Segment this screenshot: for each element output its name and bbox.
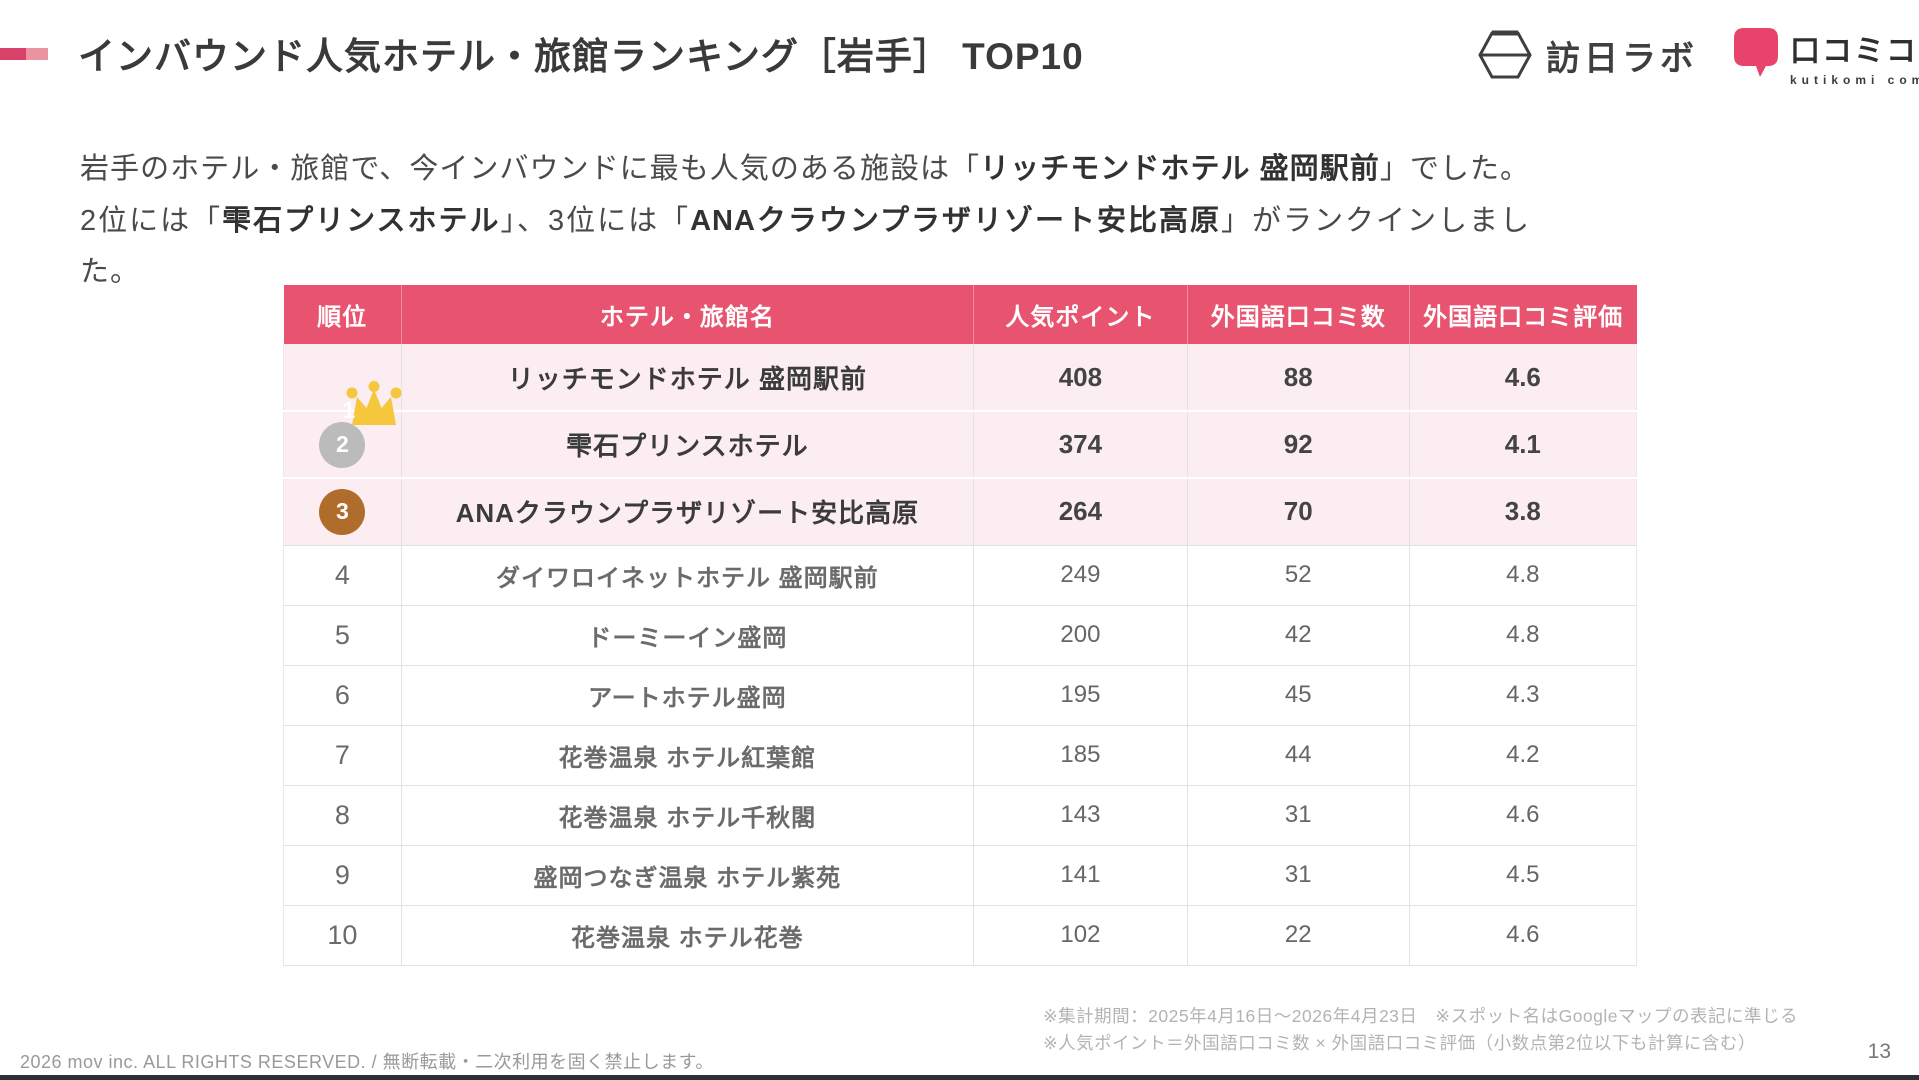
rank-number: 2 (335, 431, 349, 457)
title-dash-decoration (0, 48, 48, 60)
foreign-review-rating: 4.5 (1408, 845, 1638, 906)
summary-text: 」がランクインしました。 (80, 204, 1530, 289)
table-row: 1 リッチモンドホテル 盛岡駅前 408 88 4.6 (283, 344, 1638, 425)
footnotes: ※集計期間：2025年4月16日～2026年4月23日 ※スポット名はGoogl… (1043, 1003, 1798, 1057)
foreign-review-rating: 4.1 (1408, 411, 1638, 479)
header-popularity-points: 人気ポイント (973, 285, 1188, 344)
foreign-review-count: 31 (1186, 845, 1410, 906)
table-row: 5 ドーミーイン盛岡 200 42 4.8 (283, 605, 1638, 666)
foreign-review-rating: 4.6 (1408, 785, 1638, 846)
popularity-points: 249 (973, 545, 1188, 606)
header-rank: 順位 (283, 285, 402, 344)
kutikomi-logo-subtext: kutikomi com (1790, 73, 1919, 87)
hotel-name: ドーミーイン盛岡 (400, 605, 974, 666)
table-row: 8 花巻温泉 ホテル千秋閣 143 31 4.6 (283, 785, 1638, 846)
popularity-points: 143 (973, 785, 1188, 846)
popularity-points: 408 (973, 344, 1188, 412)
foreign-review-count: 22 (1186, 905, 1410, 966)
header-foreign-review-rating: 外国語口コミ評価 (1408, 285, 1637, 344)
page-title: インバウンド人気ホテル・旅館ランキング［岩手］ TOP10 (78, 36, 1084, 77)
popularity-points: 185 (973, 725, 1188, 786)
rank-cell: 1 (283, 344, 402, 425)
foreign-review-rating: 4.3 (1408, 665, 1638, 726)
houjitsu-lab-logo-text: 訪日ラボ (1546, 39, 1698, 78)
foreign-review-count: 45 (1186, 665, 1410, 726)
rank-number: 6 (283, 665, 402, 726)
foreign-review-rating: 4.2 (1408, 725, 1638, 786)
rank-number: 4 (283, 545, 402, 606)
foreign-review-count: 88 (1186, 344, 1410, 412)
rank-number: 3 (335, 498, 349, 525)
table-row: 2 雫石プリンスホテル 374 92 4.1 (283, 411, 1638, 479)
summary-paragraph: 岩手のホテル・旅館で、今インバウンドに最も人気のある施設は「リッチモンドホテル … (80, 144, 1530, 299)
hotel-name: ダイワロイネットホテル 盛岡駅前 (400, 545, 974, 606)
summary-bold-rank2: 雫石プリンスホテル (222, 204, 501, 237)
summary-text: 岩手のホテル・旅館で、今インバウンドに最も人気のある施設は「 (80, 153, 981, 185)
rank-number: 9 (283, 845, 402, 906)
popularity-points: 374 (973, 411, 1188, 479)
foreign-review-rating: 4.6 (1408, 905, 1638, 966)
summary-bold-rank1: リッチモンドホテル 盛岡駅前 (980, 153, 1380, 185)
summary-bold-rank3: ANAクラウンプラザリゾート安比高原 (690, 204, 1222, 237)
dash-dark-segment (0, 48, 26, 60)
kutikomi-logo: 口コミコム kutikomi com (1732, 26, 1919, 87)
table-row: 7 花巻温泉 ホテル紅葉館 185 44 4.2 (283, 725, 1638, 786)
table-row: 3 ANAクラウンプラザリゾート安比高原 264 70 3.8 (283, 478, 1638, 546)
hotel-name: 盛岡つなぎ温泉 ホテル紫苑 (400, 845, 974, 906)
foreign-review-rating: 4.6 (1408, 344, 1638, 412)
rank-number: 8 (283, 785, 402, 846)
footnote-line-1: ※集計期間：2025年4月16日～2026年4月23日 ※スポット名はGoogl… (1043, 1006, 1799, 1026)
summary-text: 」でした。2位には「 (80, 153, 1530, 237)
kutikomi-logo-text: 口コミコム (1790, 35, 1919, 68)
foreign-review-rating: 4.8 (1408, 545, 1638, 606)
foreign-review-count: 52 (1186, 545, 1410, 606)
bronze-rank-badge: 3 (319, 488, 366, 535)
rank-cell: 3 (283, 478, 402, 546)
rank-number: 7 (283, 725, 402, 786)
popularity-points: 264 (973, 478, 1188, 546)
houjitsu-lab-logo: 訪日ラボ (1478, 30, 1698, 80)
popularity-points: 195 (973, 665, 1188, 726)
hotel-name: 雫石プリンスホテル (400, 411, 974, 479)
table-row: 9 盛岡つなぎ温泉 ホテル紫苑 141 31 4.5 (283, 845, 1638, 906)
hotel-name: ANAクラウンプラザリゾート安比高原 (400, 478, 974, 546)
foreign-review-count: 44 (1186, 725, 1410, 786)
table-row: 6 アートホテル盛岡 195 45 4.3 (283, 665, 1638, 726)
popularity-points: 200 (973, 605, 1188, 666)
foreign-review-rating: 3.8 (1408, 478, 1638, 546)
hotel-name: 花巻温泉 ホテル紅葉館 (400, 725, 974, 786)
foreign-review-count: 31 (1186, 785, 1410, 846)
table-header-row: 順位 ホテル・旅館名 人気ポイント 外国語口コミ数 外国語口コミ評価 (283, 285, 1637, 344)
speech-bubble-icon (1732, 26, 1780, 78)
bottom-accent-bar (0, 1075, 1919, 1080)
copyright-text: 2026 mov inc. ALL RIGHTS RESERVED. / 無断転… (20, 1052, 714, 1072)
summary-text: 」、3位には「 (500, 204, 691, 237)
hotel-name: アートホテル盛岡 (400, 665, 974, 726)
hotel-name: 花巻温泉 ホテル花巻 (400, 905, 974, 966)
foreign-review-rating: 4.8 (1408, 605, 1638, 666)
table-row: 4 ダイワロイネットホテル 盛岡駅前 249 52 4.8 (283, 545, 1638, 606)
rank-number: 10 (283, 905, 402, 966)
foreign-review-count: 92 (1186, 411, 1410, 479)
ranking-table: 順位 ホテル・旅館名 人気ポイント 外国語口コミ数 外国語口コミ評価 (283, 285, 1638, 966)
table-row: 10 花巻温泉 ホテル花巻 102 22 4.6 (283, 905, 1638, 966)
hexagon-lantern-icon (1478, 30, 1532, 80)
hotel-name: 花巻温泉 ホテル千秋閣 (400, 785, 974, 846)
popularity-points: 141 (973, 845, 1188, 906)
dash-light-segment (26, 48, 48, 60)
hotel-name: リッチモンドホテル 盛岡駅前 (400, 344, 974, 412)
silver-rank-badge: 2 (319, 421, 366, 468)
foreign-review-count: 42 (1186, 605, 1410, 666)
page-number: 13 (1867, 1040, 1891, 1063)
foreign-review-count: 70 (1186, 478, 1410, 546)
rank-number: 5 (283, 605, 402, 666)
header-foreign-review-count: 外国語口コミ数 (1186, 285, 1410, 344)
footnote-line-2: ※人気ポイント＝外国語口コミ数 × 外国語口コミ評価（小数点第2位以下も計算に含… (1043, 1033, 1756, 1054)
popularity-points: 102 (973, 905, 1188, 966)
ranking-table-container: 順位 ホテル・旅館名 人気ポイント 外国語口コミ数 外国語口コミ評価 (283, 285, 1638, 966)
header-hotel-name: ホテル・旅館名 (400, 285, 974, 344)
